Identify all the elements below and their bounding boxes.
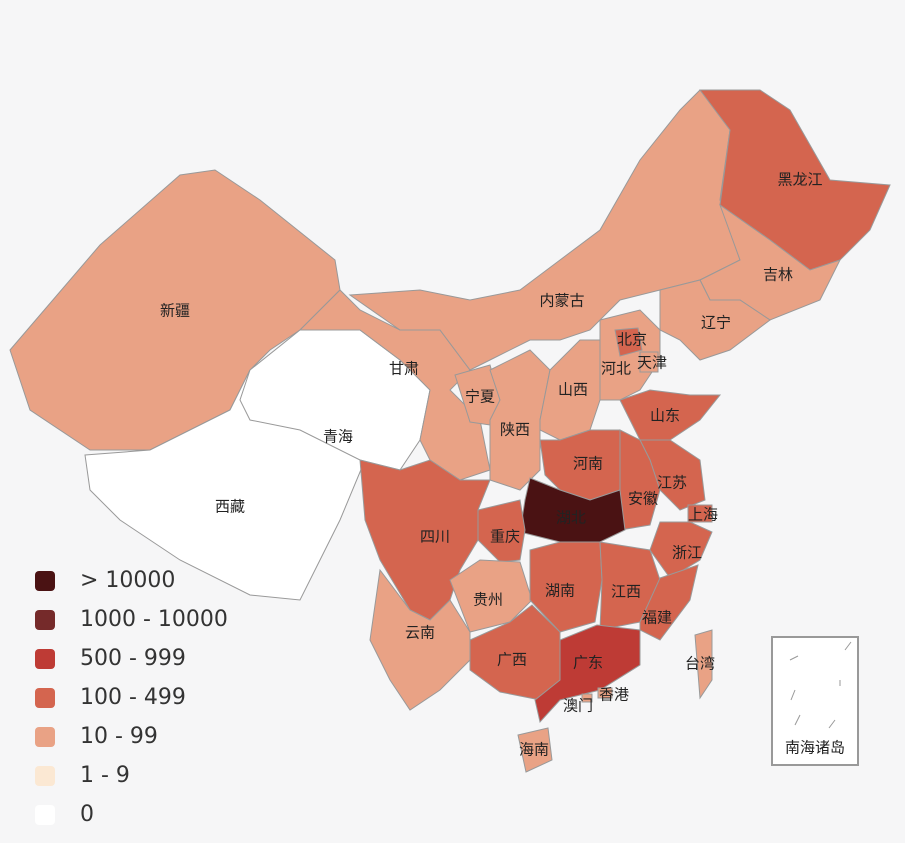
region-label: 广东 xyxy=(573,654,603,672)
region-label: 香港 xyxy=(599,686,629,704)
inset-label: 南海诸岛 xyxy=(785,739,845,757)
legend: > 10000 1000 - 10000 500 - 999 100 - 499 10 … xyxy=(35,568,228,827)
region xyxy=(699,89,891,271)
legend-label: 1 - 9 xyxy=(80,763,130,788)
region-label: 西藏 xyxy=(215,498,245,516)
region-label: 贵州 xyxy=(473,591,503,609)
region xyxy=(639,351,659,373)
legend-label: 500 - 999 xyxy=(80,646,186,671)
region-label: 辽宁 xyxy=(701,314,731,332)
region-label: 安徽 xyxy=(628,490,658,508)
region xyxy=(517,727,553,773)
legend-swatch xyxy=(35,805,55,825)
region-label: 湖南 xyxy=(545,582,575,600)
region-label: 河北 xyxy=(601,360,631,378)
region-label: 山东 xyxy=(650,407,680,425)
region-label: 重庆 xyxy=(490,528,520,546)
region-label: 吉林 xyxy=(763,266,793,284)
legend-swatch xyxy=(35,688,55,708)
region-label: 内蒙古 xyxy=(539,292,584,310)
region-label: 广西 xyxy=(497,651,527,669)
region xyxy=(534,624,641,724)
legend-swatch xyxy=(35,649,55,669)
region-label: 天津 xyxy=(637,354,667,372)
region-label: 江西 xyxy=(611,583,641,601)
region xyxy=(659,279,771,361)
south-sea-inset: 南海诸岛 xyxy=(771,636,859,766)
region-label: 海南 xyxy=(519,741,549,759)
region-label: 北京 xyxy=(617,331,647,349)
region xyxy=(529,541,603,633)
region-label: 浙江 xyxy=(672,544,702,562)
region xyxy=(694,629,713,700)
region-label: 甘肃 xyxy=(389,360,419,378)
region xyxy=(597,687,613,699)
legend-swatch xyxy=(35,727,55,747)
region-label: 河南 xyxy=(573,455,603,473)
region-label: 黑龙江 xyxy=(777,171,822,189)
legend-label: > 10000 xyxy=(80,568,175,593)
legend-label: 0 xyxy=(80,802,94,827)
inset-islands xyxy=(789,641,852,729)
legend-swatch xyxy=(35,571,55,591)
region-label: 福建 xyxy=(642,609,672,627)
region-label: 湖北 xyxy=(556,509,586,527)
region xyxy=(687,504,713,523)
region-label: 台湾 xyxy=(685,655,715,673)
region xyxy=(298,289,491,481)
regions xyxy=(9,89,891,773)
legend-label: 1000 - 10000 xyxy=(80,607,228,632)
region-label: 四川 xyxy=(420,528,450,546)
region xyxy=(359,459,491,621)
region-label: 新疆 xyxy=(160,302,190,320)
region-label: 江苏 xyxy=(657,474,687,492)
region-label: 上海 xyxy=(688,506,718,524)
region-label: 宁夏 xyxy=(465,388,495,406)
region xyxy=(614,327,643,357)
region-label: 山西 xyxy=(558,381,588,399)
region-label: 陕西 xyxy=(500,421,530,439)
region-label: 青海 xyxy=(323,428,353,446)
region-label: 云南 xyxy=(405,624,435,642)
legend-swatch xyxy=(35,610,55,630)
region-label: 澳门 xyxy=(563,697,593,715)
region xyxy=(639,564,699,641)
region xyxy=(581,693,593,703)
legend-swatch xyxy=(35,766,55,786)
legend-label: 10 - 99 xyxy=(80,724,158,749)
inset-frame xyxy=(771,636,859,766)
legend-label: 100 - 499 xyxy=(80,685,186,710)
